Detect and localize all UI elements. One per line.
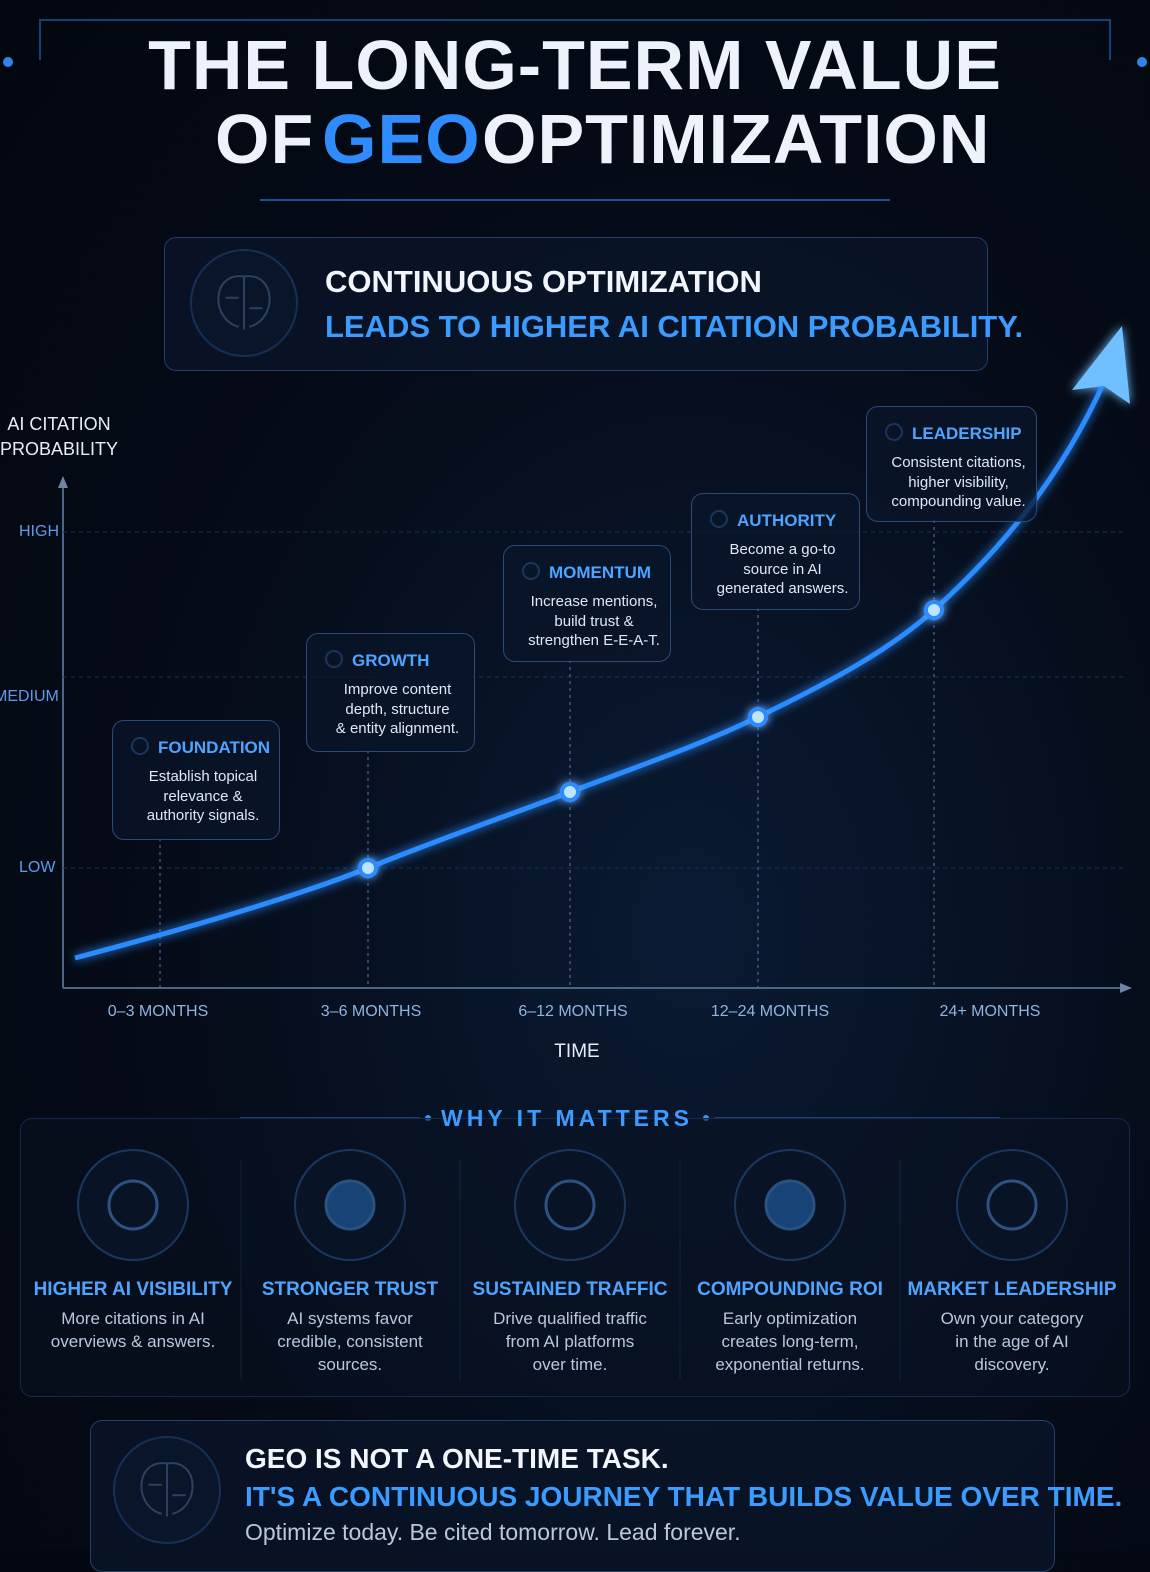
stage-text: Establish topical: [148, 768, 258, 785]
why-text: exponential returns.: [715, 1355, 865, 1374]
why-title: HIGHER AI VISIBILITY: [33, 1279, 233, 1300]
stage-text: Consistent citations,: [891, 454, 1026, 471]
stage-title: AUTHORITY: [737, 511, 837, 530]
intro-line: LEADS TO HIGHER AI CITATION PROBABILITY.: [325, 309, 1024, 344]
stage-text: source in AI: [743, 560, 822, 578]
y-level-label: LOW: [19, 859, 56, 876]
stage-text: build trust &: [554, 612, 634, 630]
stage-text: Increase mentions,: [530, 593, 658, 610]
why-text: Own your category: [940, 1309, 1084, 1328]
title-line: OF: [215, 100, 315, 178]
why-title: STRONGER TRUST: [261, 1279, 439, 1300]
stage-text: strengthen E-E-A-T.: [528, 632, 660, 649]
stage-text: higher visibility,: [908, 473, 1009, 491]
stage-text: Become a go-to: [729, 541, 836, 558]
x-category-label: 3–6 MONTHS: [320, 1003, 422, 1020]
stage-text: compounding value.: [891, 493, 1026, 510]
x-axis-title: TIME: [554, 1041, 600, 1062]
why-text: from AI platforms: [505, 1332, 635, 1351]
footer-line: GEO IS NOT A ONE-TIME TASK.: [245, 1443, 669, 1474]
title-line: THE LONG-TERM VALUE: [148, 26, 1002, 104]
title-line: OPTIMIZATION: [482, 100, 991, 178]
why-text: Early optimization: [722, 1309, 858, 1328]
x-category-label: 0–3 MONTHS: [107, 1003, 209, 1020]
footer-line: IT'S A CONTINUOUS JOURNEY THAT BUILDS VA…: [245, 1481, 1123, 1512]
why-panel: [20, 1118, 1130, 1397]
why-text: discovery.: [974, 1355, 1050, 1374]
intro-box: [164, 237, 988, 371]
stage-card: [691, 493, 860, 610]
why-text: More citations in AI: [61, 1309, 205, 1328]
stage-text: Improve content: [343, 681, 452, 698]
stage-text: & entity alignment.: [335, 720, 460, 737]
stage-title: FOUNDATION: [158, 738, 271, 757]
x-category-label: 24+ MONTHS: [939, 1003, 1041, 1020]
intro-line: CONTINUOUS OPTIMIZATION: [325, 264, 762, 299]
stage-card: [306, 633, 475, 752]
why-text: over time.: [532, 1355, 608, 1374]
why-title: SUSTAINED TRAFFIC: [472, 1279, 668, 1300]
why-text: overviews & answers.: [50, 1332, 216, 1351]
why-text: creates long-term,: [721, 1332, 859, 1351]
stage-text: authority signals.: [146, 807, 260, 824]
why-text: sources.: [317, 1355, 383, 1374]
why-text: AI systems favor: [287, 1309, 413, 1328]
y-axis-title: PROBABILITY: [0, 439, 119, 459]
why-text: Drive qualified traffic: [493, 1309, 647, 1328]
stage-text: relevance &: [163, 787, 243, 805]
stage-card: [112, 720, 280, 840]
stage-card: [503, 545, 671, 662]
x-category-label: 12–24 MONTHS: [710, 1003, 830, 1020]
y-level-label: HIGH: [19, 523, 59, 540]
why-text: credible, consistent: [277, 1332, 423, 1351]
stage-title: LEADERSHIP: [912, 424, 1022, 443]
y-level-label: MEDIUM: [0, 688, 59, 705]
x-category-label: 6–12 MONTHS: [518, 1003, 628, 1020]
footer-box: [90, 1420, 1055, 1572]
stage-text: generated answers.: [716, 580, 849, 597]
footer-line: Optimize today. Be cited tomorrow. Lead …: [245, 1519, 741, 1545]
stage-title: GROWTH: [352, 651, 430, 670]
why-text: in the age of AI: [955, 1332, 1069, 1351]
why-title: COMPOUNDING ROI: [697, 1279, 883, 1300]
title-highlight: GEO: [322, 100, 481, 178]
y-axis-title: AI CITATION: [7, 414, 111, 434]
stage-card: [866, 406, 1037, 522]
why-heading: WHY IT MATTERS: [441, 1105, 693, 1131]
why-title: MARKET LEADERSHIP: [907, 1279, 1117, 1300]
stage-text: depth, structure: [345, 700, 450, 718]
stage-title: MOMENTUM: [549, 563, 651, 582]
